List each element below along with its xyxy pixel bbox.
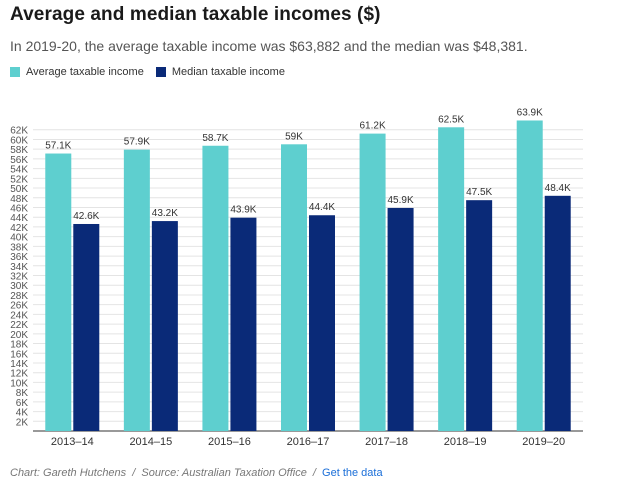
y-tick-label: 26K xyxy=(10,301,28,312)
y-tick-label: 58K xyxy=(10,145,28,156)
data-label: 47.5K xyxy=(466,187,492,198)
x-tick-label: 2018–19 xyxy=(444,436,487,448)
bar-median xyxy=(73,223,100,431)
y-tick-label: 46K xyxy=(10,203,28,214)
y-tick-label: 40K xyxy=(10,233,28,244)
y-tick-label: 50K xyxy=(10,184,28,195)
data-label: 61.2K xyxy=(360,121,386,132)
y-tick-label: 36K xyxy=(10,252,28,263)
chart-source: Source: Australian Taxation Office xyxy=(141,467,307,479)
data-label: 43.2K xyxy=(152,208,178,219)
bar-median xyxy=(466,200,493,431)
legend-swatch-median xyxy=(155,67,166,77)
x-tick-label: 2019–20 xyxy=(522,436,565,448)
legend-swatch-average xyxy=(10,67,20,77)
y-tick-label: 44K xyxy=(10,213,28,224)
data-label: 59K xyxy=(285,131,303,142)
chart-subtitle: In 2019-20, the average taxable income w… xyxy=(10,38,528,54)
y-tick-label: 48K xyxy=(10,194,28,205)
x-tick-label: 2014–15 xyxy=(129,436,172,448)
bar-average xyxy=(45,153,72,431)
bar-median xyxy=(387,207,414,431)
bar-average xyxy=(516,120,543,432)
bar-average xyxy=(359,133,386,431)
bar-median xyxy=(230,217,257,431)
data-label: 58.7K xyxy=(202,133,228,144)
y-tick-label: 20K xyxy=(10,330,28,341)
bar-average xyxy=(123,149,150,431)
y-tick-label: 22K xyxy=(10,320,28,331)
bar-median xyxy=(151,221,178,431)
bar-average xyxy=(438,127,465,431)
bar-average xyxy=(202,145,229,431)
y-tick-label: 8K xyxy=(16,388,29,399)
get-data-link[interactable]: Get the data xyxy=(322,467,383,479)
legend: Average taxable income Median taxable in… xyxy=(10,66,297,78)
y-tick-label: 34K xyxy=(10,262,28,273)
y-tick-label: 24K xyxy=(10,310,28,321)
footer-separator: / xyxy=(312,467,316,479)
y-tick-label: 52K xyxy=(10,174,28,185)
y-tick-label: 14K xyxy=(10,359,28,370)
bar-chart: 2K4K6K8K10K12K14K16K18K20K22K24K26K28K30… xyxy=(10,107,583,448)
bar-median xyxy=(309,215,335,431)
legend-item-average: Average taxable income xyxy=(10,66,144,78)
x-tick-label: 2017–18 xyxy=(365,436,408,448)
y-tick-label: 16K xyxy=(10,349,28,360)
y-tick-label: 2K xyxy=(16,417,29,428)
footer-separator: / xyxy=(132,467,136,479)
y-tick-label: 32K xyxy=(10,272,28,283)
bar-average xyxy=(281,144,307,431)
chart-footer: Chart: Gareth Hutchens / Source: Austral… xyxy=(10,467,383,479)
legend-item-median: Median taxable income xyxy=(155,66,285,78)
data-label: 45.9K xyxy=(388,195,414,206)
data-label: 63.9K xyxy=(517,107,543,118)
chart-credit: Chart: Gareth Hutchens xyxy=(10,467,127,479)
y-tick-label: 10K xyxy=(10,378,28,389)
x-tick-label: 2015–16 xyxy=(208,436,251,448)
y-tick-label: 6K xyxy=(16,398,29,409)
y-tick-label: 60K xyxy=(10,135,28,146)
y-tick-label: 12K xyxy=(10,369,28,380)
y-tick-label: 42K xyxy=(10,223,28,234)
data-label: 57.9K xyxy=(124,137,150,148)
x-tick-label: 2016–17 xyxy=(287,436,330,448)
data-label: 48.4K xyxy=(545,183,571,194)
y-tick-label: 56K xyxy=(10,155,28,166)
data-label: 42.6K xyxy=(73,211,99,222)
y-tick-label: 18K xyxy=(10,340,28,351)
y-tick-label: 62K xyxy=(10,126,28,137)
data-label: 57.1K xyxy=(45,141,71,152)
x-tick-label: 2013–14 xyxy=(51,436,94,448)
bar-median xyxy=(544,195,571,431)
legend-label-median: Median taxable income xyxy=(171,66,285,78)
data-label: 43.9K xyxy=(230,205,256,216)
y-tick-label: 28K xyxy=(10,291,28,302)
y-tick-label: 38K xyxy=(10,242,28,253)
y-tick-label: 54K xyxy=(10,165,28,176)
y-tick-label: 4K xyxy=(16,408,29,419)
legend-label-average: Average taxable income xyxy=(26,66,144,78)
data-label: 62.5K xyxy=(438,114,464,125)
chart-title: Average and median taxable incomes ($) xyxy=(10,4,381,25)
data-label: 44.4K xyxy=(309,202,335,213)
y-tick-label: 30K xyxy=(10,281,28,292)
